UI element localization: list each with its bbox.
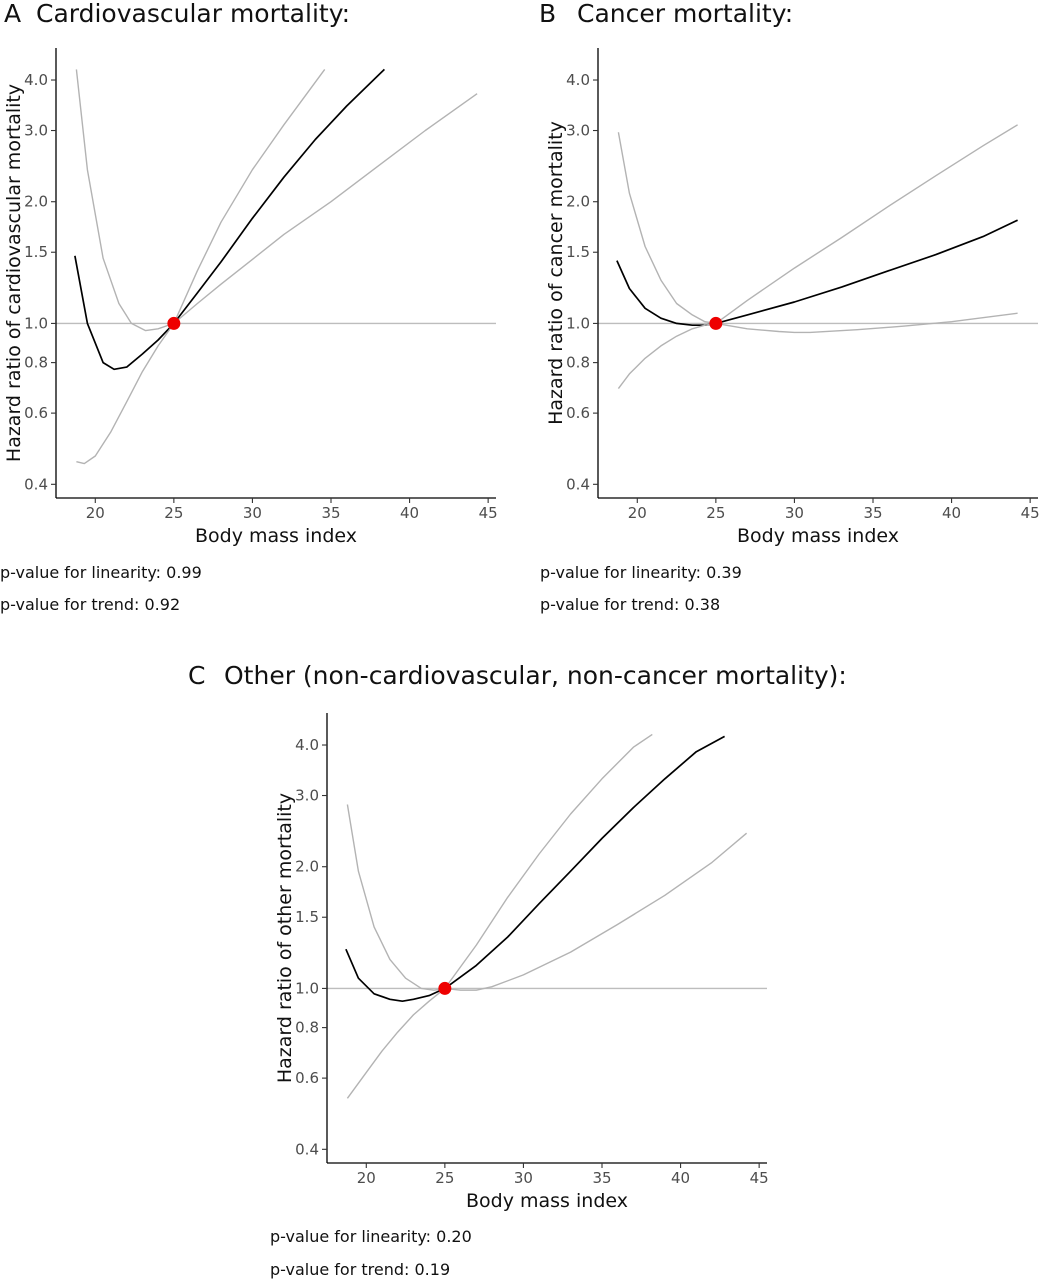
y-tick-label: 4.0 <box>566 71 590 89</box>
series-line-estimate <box>74 68 385 371</box>
panel-a-plot: 20 25 30 35 40 45 0.4 0.6 0.8 1.0 1.5 2.0 3.0 4.0 <box>24 48 498 522</box>
x-tick-label: 20 <box>357 1169 376 1187</box>
panel-c-p-linearity: p-value for linearity: 0.20 <box>270 1227 472 1246</box>
panel-a-title: Cardiovascular mortality: <box>36 0 350 28</box>
x-tick-label: 45 <box>1021 504 1039 522</box>
x-tick-label: 45 <box>479 504 498 522</box>
panel-a-y-axis-label: Hazard ratio of cardiovascular mortality <box>3 84 25 462</box>
x-tick-label: 45 <box>750 1169 769 1187</box>
y-tick-label: 3.0 <box>566 122 590 140</box>
x-tick-label: 30 <box>243 504 262 522</box>
x-tick-label: 40 <box>671 1169 690 1187</box>
series-line-upper-ci <box>75 68 326 332</box>
panel-c: C Other (non-cardiovascular, non-cancer … <box>188 661 847 1279</box>
x-tick-label: 40 <box>400 504 419 522</box>
reference-point <box>709 316 723 330</box>
y-tick-label: 1.0 <box>24 314 48 332</box>
y-tick-label: 1.5 <box>566 243 590 261</box>
x-tick-label: 25 <box>706 504 725 522</box>
series-line-lower-ci <box>76 93 478 465</box>
y-tick-label: 2.0 <box>566 193 590 211</box>
series-line-upper-ci <box>617 124 1018 325</box>
y-tick-label: 0.8 <box>295 1019 319 1037</box>
x-tick-label: 35 <box>321 504 340 522</box>
panel-c-title: Other (non-cardiovascular, non-cancer mo… <box>224 661 847 690</box>
y-tick-label: 0.8 <box>566 354 590 372</box>
panel-b-title: Cancer mortality: <box>577 0 793 28</box>
panel-b-x-axis-label: Body mass index <box>737 525 899 547</box>
y-tick-label: 0.4 <box>566 475 590 493</box>
panel-a-x-axis-label: Body mass index <box>195 525 357 547</box>
y-tick-label: 2.0 <box>295 858 319 876</box>
panel-b-y-axis-label: Hazard ratio of cancer mortality <box>545 121 567 425</box>
y-tick-label: 0.6 <box>24 404 48 422</box>
y-tick-label: 0.4 <box>295 1140 319 1158</box>
panel-c-y-axis-label: Hazard ratio of other mortality <box>274 793 296 1083</box>
x-tick-label: 20 <box>628 504 647 522</box>
panel-c-x-axis-label: Body mass index <box>466 1190 628 1212</box>
y-tick-label: 3.0 <box>295 787 319 805</box>
panel-b: B Cancer mortality: 20 25 30 35 40 45 0.4 0.6 0.… <box>539 0 1039 614</box>
panel-b-p-trend: p-value for trend: 0.38 <box>540 595 720 614</box>
panel-a-p-trend: p-value for trend: 0.92 <box>0 595 180 614</box>
x-tick-label: 20 <box>86 504 105 522</box>
y-tick-label: 1.5 <box>24 243 48 261</box>
y-tick-label: 0.4 <box>24 475 48 493</box>
y-tick-label: 4.0 <box>295 736 319 754</box>
series-line-lower-ci <box>346 832 748 1099</box>
panel-a: A Cardiovascular mortality: 20 25 30 35 40 45… <box>0 0 498 614</box>
series-line-lower-ci <box>617 312 1018 390</box>
x-tick-label: 25 <box>435 1169 454 1187</box>
panel-c-p-trend: p-value for trend: 0.19 <box>270 1260 450 1279</box>
panel-c-letter: C <box>188 661 205 690</box>
series-line-upper-ci <box>346 733 653 991</box>
panel-b-p-linearity: p-value for linearity: 0.39 <box>540 563 742 582</box>
x-tick-label: 40 <box>942 504 961 522</box>
panel-a-p-linearity: p-value for linearity: 0.99 <box>0 563 202 582</box>
y-tick-label: 1.5 <box>295 908 319 926</box>
panel-c-plot: 20 25 30 35 40 45 0.4 0.6 0.8 1.0 1.5 2.0 3.0 4.0 <box>295 713 769 1187</box>
x-tick-label: 35 <box>863 504 882 522</box>
x-tick-label: 25 <box>164 504 183 522</box>
y-tick-label: 4.0 <box>24 71 48 89</box>
panel-b-letter: B <box>539 0 556 28</box>
y-tick-label: 2.0 <box>24 193 48 211</box>
reference-point <box>167 316 181 330</box>
y-tick-label: 1.0 <box>295 979 319 997</box>
x-tick-label: 30 <box>785 504 804 522</box>
series-line-estimate <box>616 219 1018 327</box>
series-line-estimate <box>345 735 726 1003</box>
y-tick-label: 3.0 <box>24 122 48 140</box>
x-tick-label: 30 <box>514 1169 533 1187</box>
x-tick-label: 35 <box>592 1169 611 1187</box>
y-tick-label: 0.6 <box>295 1069 319 1087</box>
y-tick-label: 0.6 <box>566 404 590 422</box>
reference-point <box>438 981 452 995</box>
y-tick-label: 1.0 <box>566 314 590 332</box>
panel-b-plot: 20 25 30 35 40 45 0.4 0.6 0.8 1.0 1.5 2.0 3.0 4.0 <box>566 48 1039 522</box>
panel-a-letter: A <box>4 0 21 28</box>
y-tick-label: 0.8 <box>24 354 48 372</box>
